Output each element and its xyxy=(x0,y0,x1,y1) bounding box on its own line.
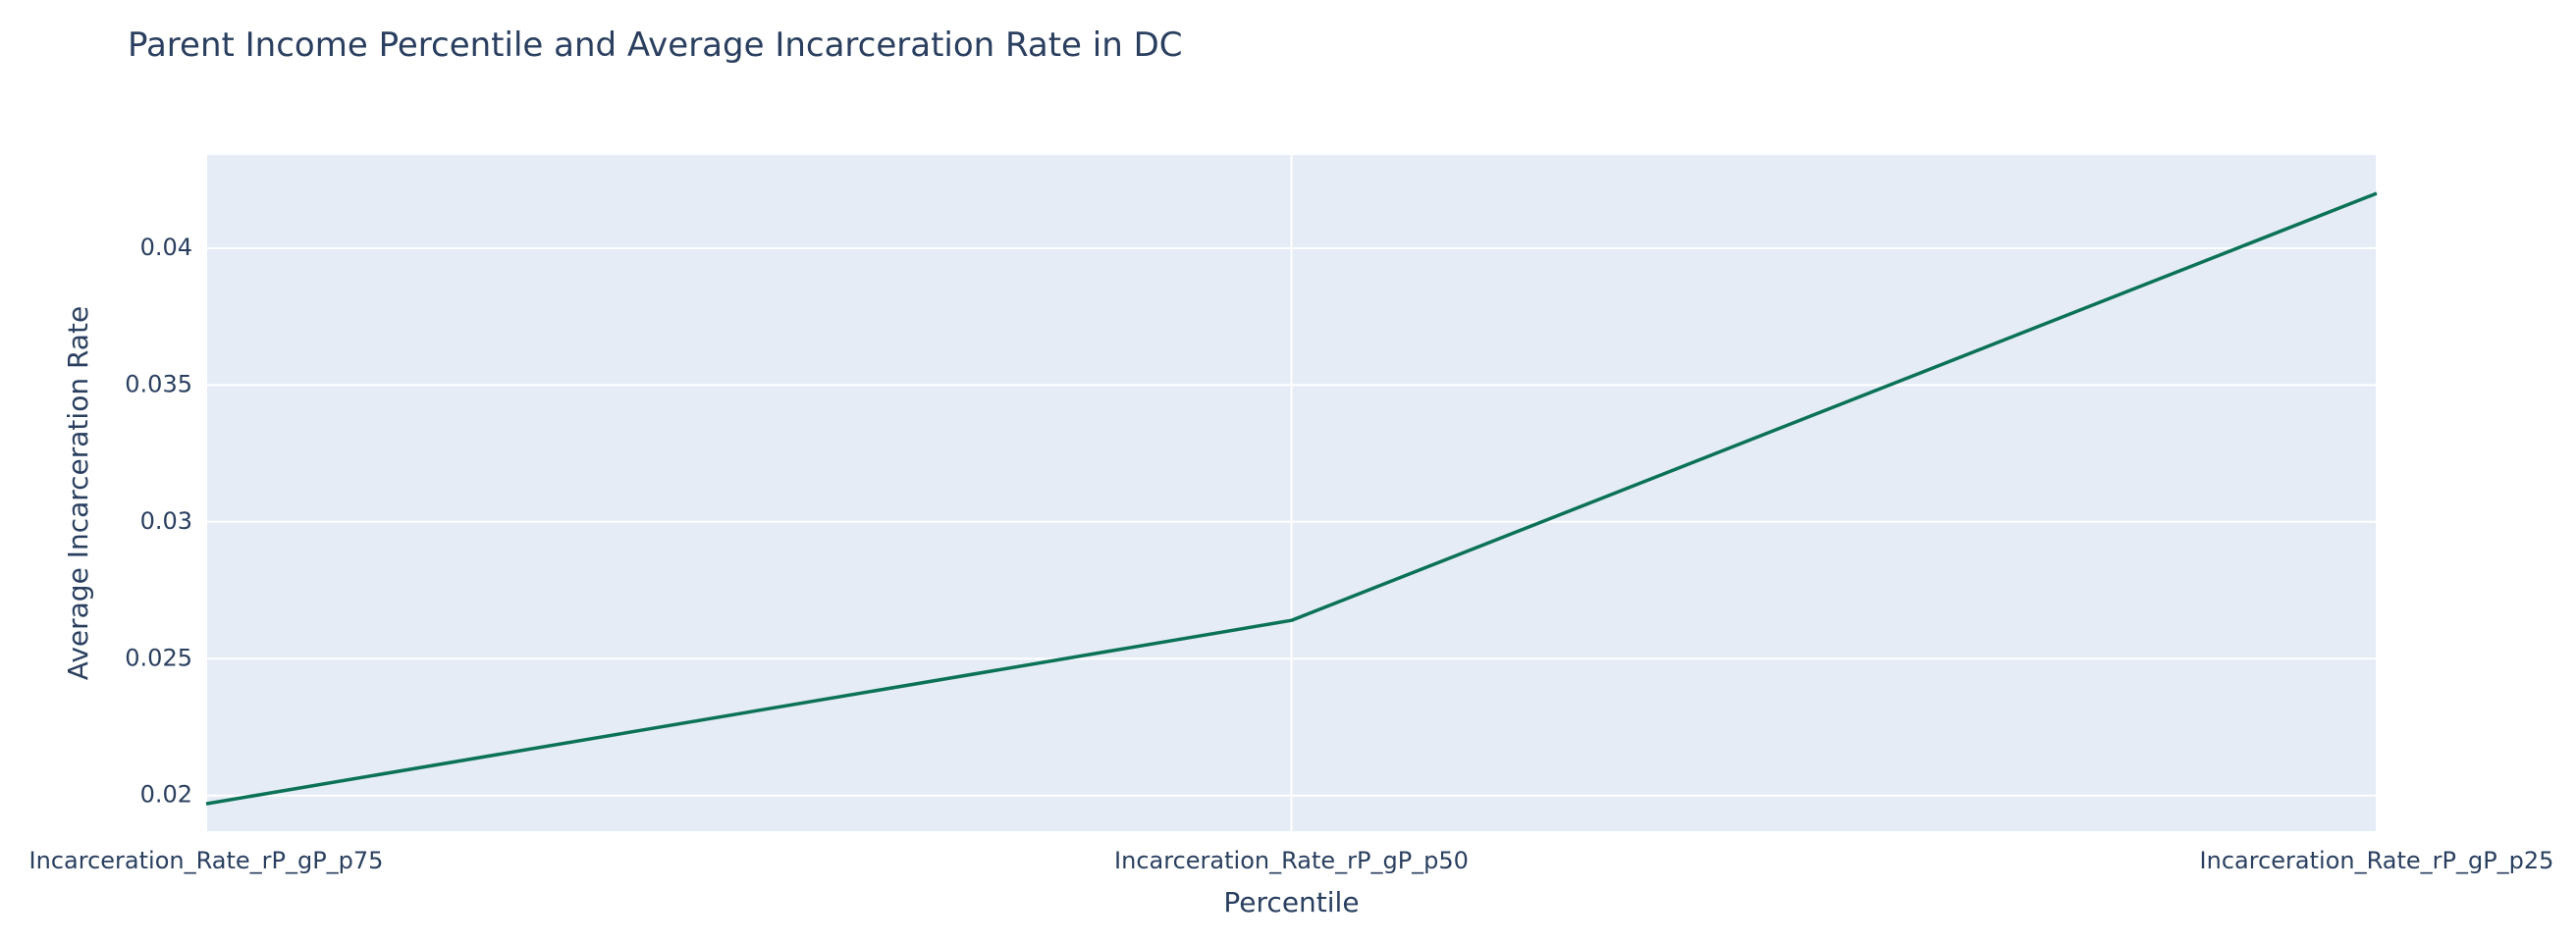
series-line xyxy=(205,191,2378,806)
y-axis-ticks: 0.02 0.025 0.03 0.035 0.04 xyxy=(125,234,192,809)
grid-lines xyxy=(205,155,2378,831)
y-tick-label: 0.03 xyxy=(140,507,192,535)
y-tick-label: 0.025 xyxy=(125,644,192,671)
y-tick-label: 0.035 xyxy=(125,370,192,397)
y-tick-label: 0.04 xyxy=(140,234,192,261)
x-tick-label: Incarceration_Rate_rP_gP_p50 xyxy=(1114,847,1469,874)
series-layer xyxy=(205,191,2378,806)
y-tick-label: 0.02 xyxy=(140,781,192,809)
x-axis-ticks: Incarceration_Rate_rP_gP_p75 Incarceratio… xyxy=(29,847,2554,874)
x-tick-label: Incarceration_Rate_rP_gP_p75 xyxy=(29,847,384,874)
chart-title: Parent Income Percentile and Average Inc… xyxy=(128,26,1183,65)
x-axis-title: Percentile xyxy=(1223,886,1359,918)
x-tick-label: Incarceration_Rate_rP_gP_p25 xyxy=(2200,847,2554,874)
y-axis-title: Average Incarceration Rate xyxy=(62,306,94,680)
